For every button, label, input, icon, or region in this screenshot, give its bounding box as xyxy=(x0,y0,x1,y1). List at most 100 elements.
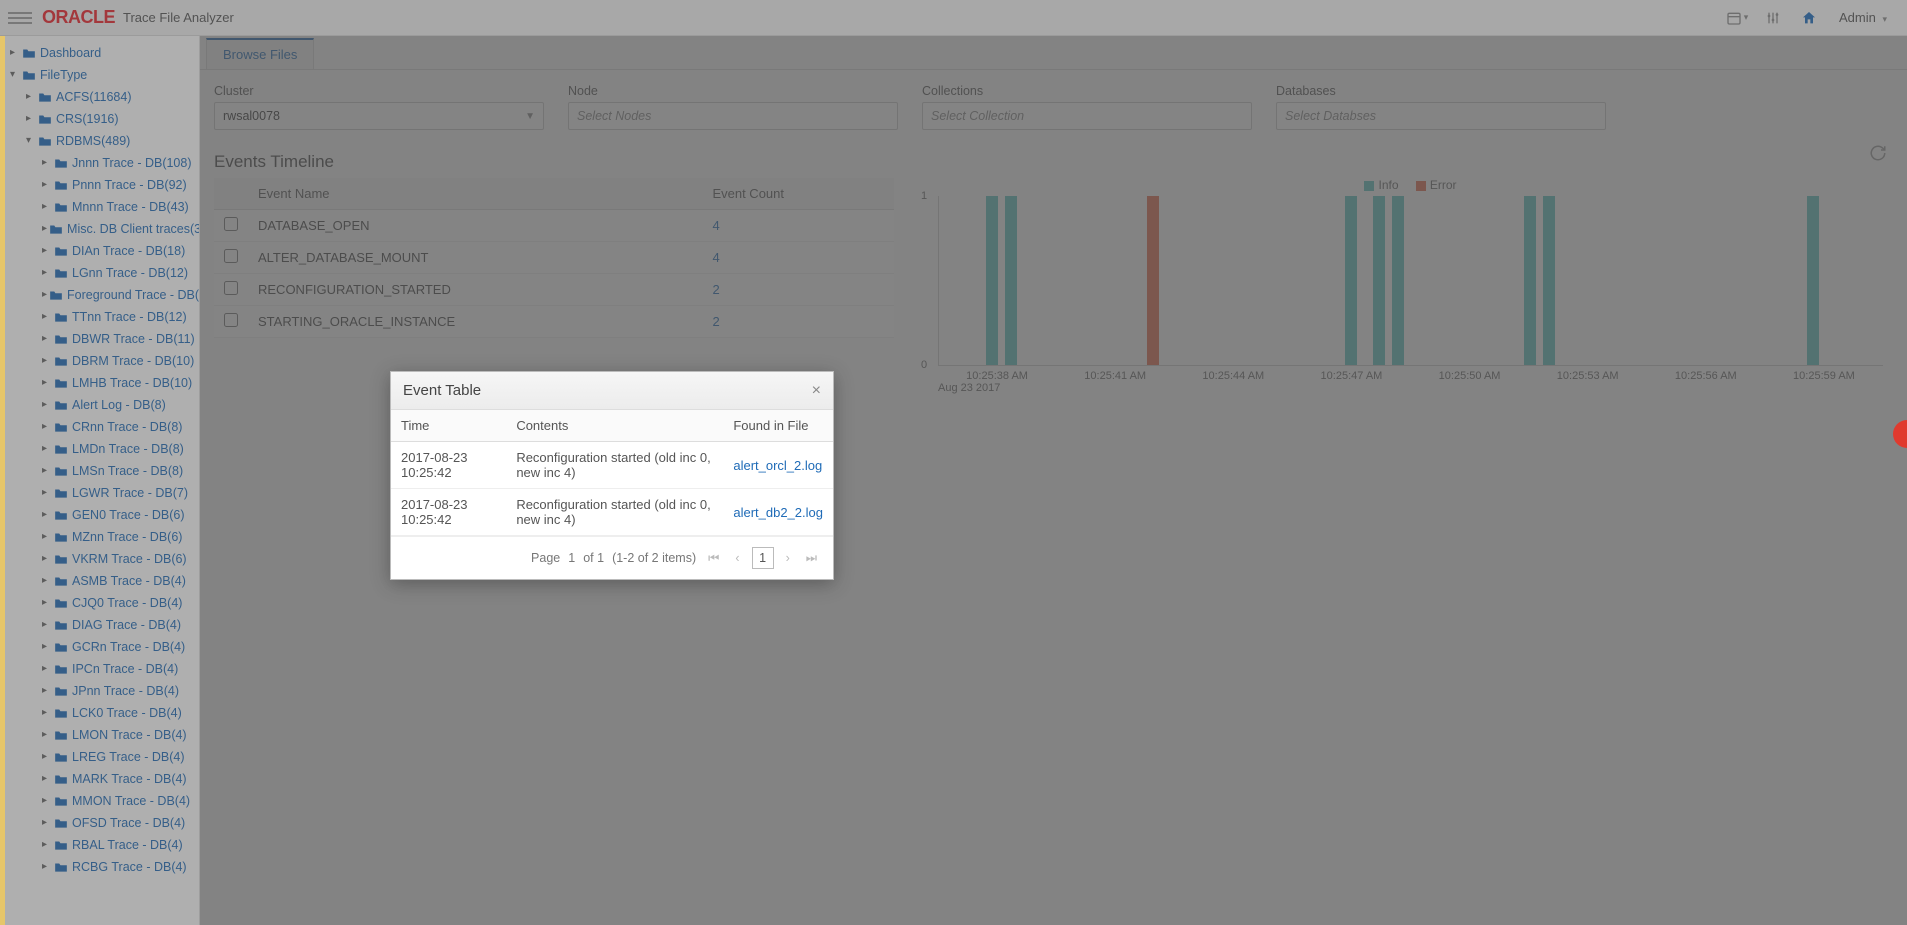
sidebar-label: TTnn Trace - DB(12) xyxy=(72,308,187,326)
sidebar-item[interactable]: ▸Foreground Trace - DB(11) xyxy=(0,284,199,306)
main-panel: Browse Files Cluster rwsal0078 ▼ Node Se… xyxy=(200,36,1907,925)
sidebar-item[interactable]: ▸IPCn Trace - DB(4) xyxy=(0,658,199,680)
home-icon[interactable] xyxy=(1795,4,1823,32)
sidebar-item[interactable]: ▸CRnn Trace - DB(8) xyxy=(0,416,199,438)
sidebar-label: MARK Trace - DB(4) xyxy=(72,770,187,788)
pager-current-text: 1 xyxy=(568,551,575,565)
modal-contents: Reconfiguration started (old inc 0, new … xyxy=(506,442,723,489)
modal-file-link[interactable]: alert_db2_2.log xyxy=(723,489,833,536)
sidebar-label: DIAG Trace - DB(4) xyxy=(72,616,181,634)
pager-range: (1-2 of 2 items) xyxy=(612,551,696,565)
sidebar-item[interactable]: ▸OFSD Trace - DB(4) xyxy=(0,812,199,834)
event-table-modal: Event Table × Time Contents Found in Fil… xyxy=(390,371,834,580)
pager-first-icon[interactable]: ⏮ xyxy=(704,551,723,566)
pager-current-box[interactable]: 1 xyxy=(752,547,774,569)
top-bar: ORACLE Trace File Analyzer ▾ Admin ▾ xyxy=(0,0,1907,36)
sidebar-item[interactable]: ▸GCRn Trace - DB(4) xyxy=(0,636,199,658)
sidebar-label: CRnn Trace - DB(8) xyxy=(72,418,182,436)
sidebar-label: JPnn Trace - DB(4) xyxy=(72,682,179,700)
sidebar-label: Pnnn Trace - DB(92) xyxy=(72,176,187,194)
sidebar-item[interactable]: ▸DBRM Trace - DB(10) xyxy=(0,350,199,372)
sidebar-item[interactable]: ▸Pnnn Trace - DB(92) xyxy=(0,174,199,196)
sidebar-item[interactable]: ▸TTnn Trace - DB(12) xyxy=(0,306,199,328)
modal-time: 2017-08-23 10:25:42 xyxy=(391,489,506,536)
sidebar-item[interactable]: ▸MZnn Trace - DB(6) xyxy=(0,526,199,548)
user-label: Admin xyxy=(1839,10,1876,25)
sidebar-item[interactable]: ▸LMDn Trace - DB(8) xyxy=(0,438,199,460)
pager-of: of 1 xyxy=(583,551,604,565)
table-row: 2017-08-23 10:25:42Reconfiguration start… xyxy=(391,489,833,536)
sidebar-item-dashboard[interactable]: ▸ Dashboard xyxy=(0,42,199,64)
sidebar-label: LCK0 Trace - DB(4) xyxy=(72,704,182,722)
sidebar-item[interactable]: ▸LMHB Trace - DB(10) xyxy=(0,372,199,394)
sidebar-label: CJQ0 Trace - DB(4) xyxy=(72,594,182,612)
sidebar-label: IPCn Trace - DB(4) xyxy=(72,660,178,678)
sidebar-item[interactable]: ▸LMSn Trace - DB(8) xyxy=(0,460,199,482)
modal-col-file: Found in File xyxy=(723,410,833,442)
pager-last-icon[interactable]: ⏭ xyxy=(802,551,821,566)
sidebar-item[interactable]: ▸MARK Trace - DB(4) xyxy=(0,768,199,790)
sidebar-item[interactable]: ▸Jnnn Trace - DB(108) xyxy=(0,152,199,174)
sidebar-item[interactable]: ▸MMON Trace - DB(4) xyxy=(0,790,199,812)
sidebar-item[interactable]: ▸RBAL Trace - DB(4) xyxy=(0,834,199,856)
sidebar-label: Jnnn Trace - DB(108) xyxy=(72,154,192,172)
settings-sliders-icon[interactable] xyxy=(1759,4,1787,32)
sidebar-label: DBRM Trace - DB(10) xyxy=(72,352,194,370)
sidebar-item[interactable]: ▸DBWR Trace - DB(11) xyxy=(0,328,199,350)
sidebar-label: Alert Log - DB(8) xyxy=(72,396,166,414)
pager-label: Page xyxy=(531,551,560,565)
pager-prev-icon[interactable]: ‹ xyxy=(731,551,743,565)
sidebar-label: MZnn Trace - DB(6) xyxy=(72,528,182,546)
sidebar-item-filetype[interactable]: ▾ FileType xyxy=(0,64,199,86)
date-range-icon[interactable]: ▾ xyxy=(1723,4,1751,32)
sidebar-item[interactable]: ▸DIAn Trace - DB(18) xyxy=(0,240,199,262)
sidebar-item[interactable]: ▸LGWR Trace - DB(7) xyxy=(0,482,199,504)
user-menu[interactable]: Admin ▾ xyxy=(1839,10,1887,25)
sidebar-item[interactable]: ▸LREG Trace - DB(4) xyxy=(0,746,199,768)
left-accent-bar xyxy=(0,36,5,925)
modal-time: 2017-08-23 10:25:42 xyxy=(391,442,506,489)
sidebar-item[interactable]: ▸CJQ0 Trace - DB(4) xyxy=(0,592,199,614)
sidebar-label: LREG Trace - DB(4) xyxy=(72,748,185,766)
sidebar-label: GCRn Trace - DB(4) xyxy=(72,638,185,656)
sidebar-label: Misc. DB Client traces(36) xyxy=(67,220,200,238)
sidebar-label: Dashboard xyxy=(40,44,101,62)
pager-next-icon[interactable]: › xyxy=(782,551,794,565)
modal-title: Event Table xyxy=(403,382,481,399)
sidebar-item[interactable]: ▸JPnn Trace - DB(4) xyxy=(0,680,199,702)
sidebar-label: RDBMS(489) xyxy=(56,132,130,150)
sidebar-item[interactable]: ▸LCK0 Trace - DB(4) xyxy=(0,702,199,724)
sidebar-label: FileType xyxy=(40,66,87,84)
sidebar-item[interactable]: ▸LMON Trace - DB(4) xyxy=(0,724,199,746)
sidebar-item-rdbms[interactable]: ▾ RDBMS(489) xyxy=(0,130,199,152)
modal-pager: Page 1 of 1 (1-2 of 2 items) ⏮ ‹ 1 › ⏭ xyxy=(391,536,833,579)
modal-col-contents: Contents xyxy=(506,410,723,442)
sidebar-item[interactable]: ▸LGnn Trace - DB(12) xyxy=(0,262,199,284)
sidebar-item[interactable]: ▸Alert Log - DB(8) xyxy=(0,394,199,416)
sidebar-item[interactable]: ▸GEN0 Trace - DB(6) xyxy=(0,504,199,526)
sidebar-label: LMON Trace - DB(4) xyxy=(72,726,187,744)
sidebar-item[interactable]: ▸Misc. DB Client traces(36) xyxy=(0,218,199,240)
sidebar-label: GEN0 Trace - DB(6) xyxy=(72,506,185,524)
sidebar-label: LGWR Trace - DB(7) xyxy=(72,484,188,502)
sidebar-label: ASMB Trace - DB(4) xyxy=(72,572,186,590)
sidebar-item-crs[interactable]: ▸ CRS(1916) xyxy=(0,108,199,130)
sidebar-label: LMSn Trace - DB(8) xyxy=(72,462,183,480)
sidebar-label: RBAL Trace - DB(4) xyxy=(72,836,183,854)
sidebar-item[interactable]: ▸ASMB Trace - DB(4) xyxy=(0,570,199,592)
sidebar-label: RCBG Trace - DB(4) xyxy=(72,858,187,876)
sidebar-label: DIAn Trace - DB(18) xyxy=(72,242,185,260)
sidebar-label: Mnnn Trace - DB(43) xyxy=(72,198,189,216)
sidebar-label: CRS(1916) xyxy=(56,110,119,128)
sidebar: ▸ Dashboard ▾ FileType ▸ ACFS(11684) ▸ C… xyxy=(0,36,200,925)
modal-contents: Reconfiguration started (old inc 0, new … xyxy=(506,489,723,536)
sidebar-label: Foreground Trace - DB(11) xyxy=(67,286,200,304)
sidebar-item-acfs[interactable]: ▸ ACFS(11684) xyxy=(0,86,199,108)
sidebar-item[interactable]: ▸Mnnn Trace - DB(43) xyxy=(0,196,199,218)
sidebar-item[interactable]: ▸VKRM Trace - DB(6) xyxy=(0,548,199,570)
close-icon[interactable]: × xyxy=(812,383,821,399)
sidebar-item[interactable]: ▸RCBG Trace - DB(4) xyxy=(0,856,199,878)
modal-file-link[interactable]: alert_orcl_2.log xyxy=(723,442,833,489)
menu-icon[interactable] xyxy=(8,6,32,30)
sidebar-item[interactable]: ▸DIAG Trace - DB(4) xyxy=(0,614,199,636)
